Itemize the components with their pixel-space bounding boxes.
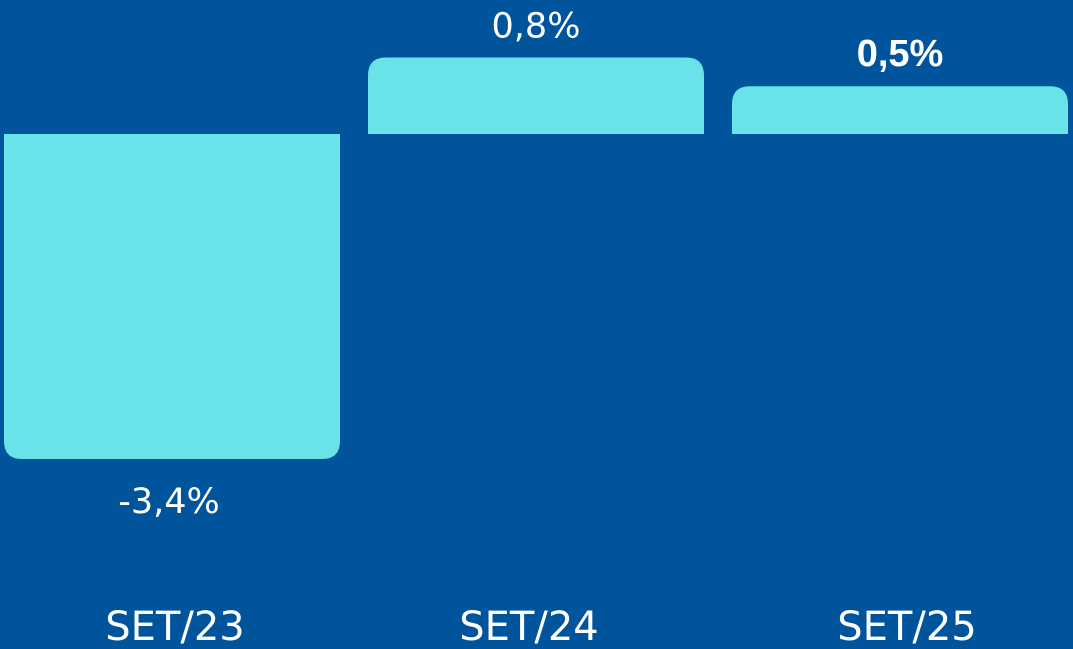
category-label: SET/23 (105, 604, 244, 649)
value-label: 0,5% (857, 33, 944, 75)
value-label: -3,4% (118, 482, 220, 522)
bar-group (4, 57, 1068, 459)
category-label: SET/24 (459, 604, 598, 649)
bar-set-25 (732, 86, 1068, 134)
value-label: 0,8% (492, 7, 581, 47)
category-label: SET/25 (837, 604, 976, 649)
category-label-group: SET/23 SET/24 SET/25 (105, 604, 976, 649)
value-label-group: -3,4% 0,8% 0,5% (118, 7, 943, 522)
bar-set-23 (4, 134, 340, 459)
bar-set-24 (368, 57, 704, 134)
